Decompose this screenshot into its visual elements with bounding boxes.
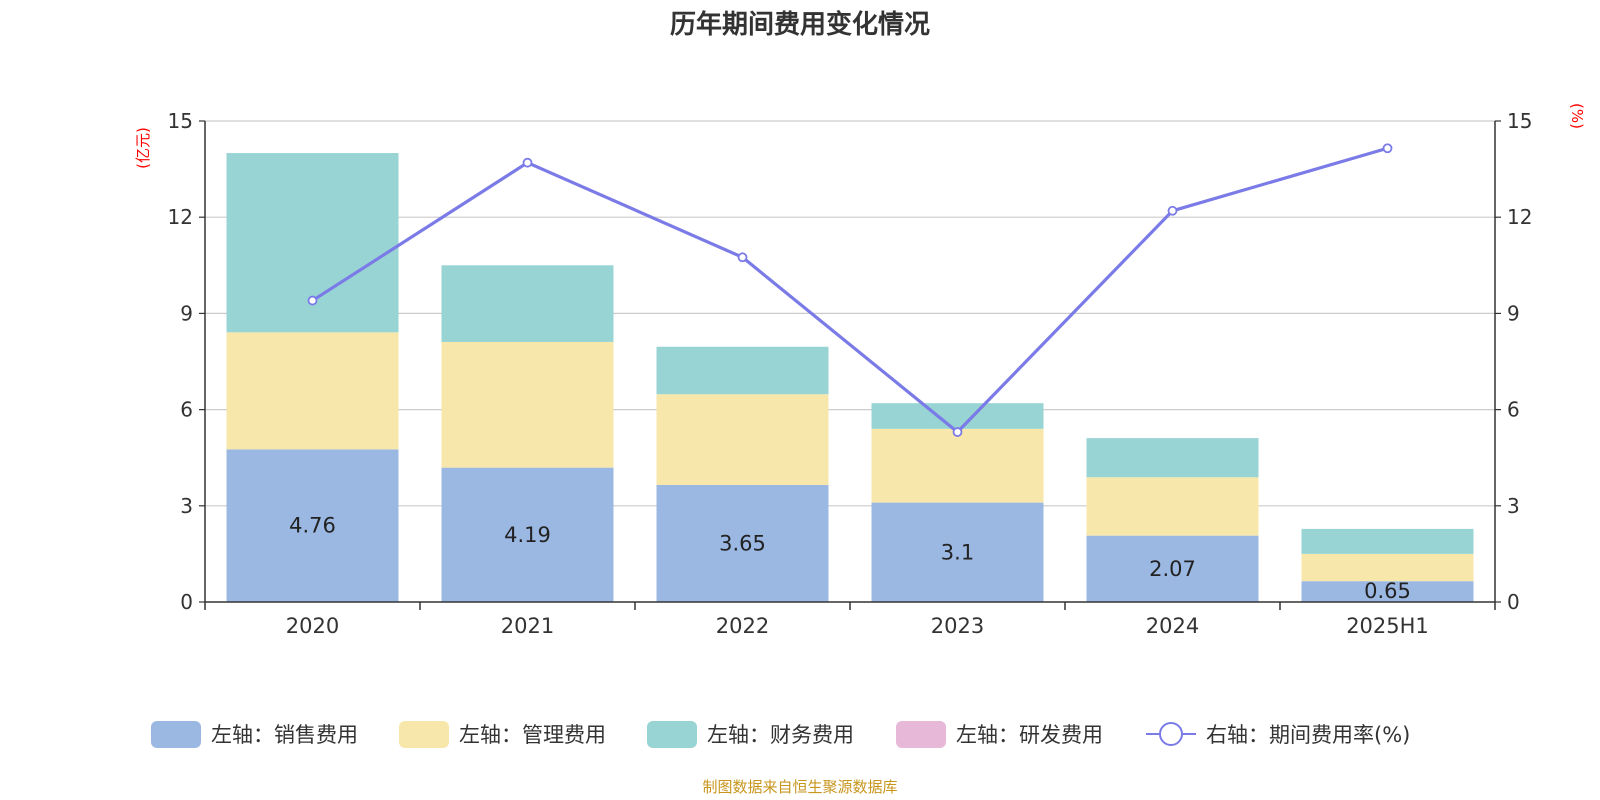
right-tick-label: 15 xyxy=(1507,109,1532,133)
right-axis-unit: (%) xyxy=(1568,103,1586,129)
left-tick-label: 15 xyxy=(168,109,193,133)
data-label: 3.65 xyxy=(719,531,766,555)
bar-segment xyxy=(871,403,1044,429)
legend-label: 左轴：管理费用 xyxy=(459,723,606,747)
left-tick-label: 12 xyxy=(168,205,193,229)
legend-swatch xyxy=(399,721,449,748)
legend-swatch xyxy=(151,721,201,748)
right-tick-label: 3 xyxy=(1507,494,1520,518)
bar-segment xyxy=(1301,528,1474,554)
rate-line xyxy=(307,143,1393,437)
bar-segment xyxy=(226,332,399,450)
rate-point xyxy=(1382,143,1393,154)
bar-segment xyxy=(1086,535,1259,602)
rate-point xyxy=(737,252,748,263)
bar-segment xyxy=(656,394,829,485)
legend-label: 右轴：期间费用率(%) xyxy=(1206,723,1410,747)
rate-point xyxy=(952,427,963,437)
gridlines xyxy=(205,120,1495,507)
legend: 左轴：销售费用 左轴：管理费用 左轴：财务费用 左轴：研发费用 右轴：期间费用率(%) xyxy=(151,721,1410,748)
x-tick-label: 2020 xyxy=(286,614,339,638)
right-tick-label: 12 xyxy=(1507,205,1532,229)
bar-segment xyxy=(871,502,1044,602)
left-tick-label: 0 xyxy=(180,590,193,614)
bar-segment xyxy=(1301,553,1474,582)
bar-segment xyxy=(1086,438,1259,478)
chart-title: 历年期间费用变化情况 xyxy=(670,9,930,40)
legend-label: 左轴：财务费用 xyxy=(707,723,854,747)
bar-segment xyxy=(656,346,829,395)
x-tick-label: 2023 xyxy=(931,614,984,638)
bar-segment xyxy=(1086,477,1259,536)
legend-swatch xyxy=(896,721,946,748)
bars: 4.76 4.19 3.65 3.1 2.07 0.65 xyxy=(226,153,1474,603)
right-tick-label: 0 xyxy=(1507,590,1520,614)
legend-swatch xyxy=(647,721,697,748)
bar-segment xyxy=(656,484,829,602)
left-tick-label: 9 xyxy=(180,301,193,325)
data-label: 3.1 xyxy=(941,540,974,564)
x-tick-label: 2025H1 xyxy=(1346,614,1429,638)
bar-segment xyxy=(441,467,614,602)
data-label: 2.07 xyxy=(1149,557,1196,581)
data-label: 4.76 xyxy=(289,514,336,538)
left-axis-unit: (亿元) xyxy=(134,127,152,169)
bar-segment xyxy=(226,449,399,602)
x-tick-label: 2021 xyxy=(501,614,554,638)
data-label: 0.65 xyxy=(1364,579,1411,603)
legend-marker xyxy=(1159,722,1183,746)
rate-point xyxy=(307,295,318,306)
rate-line-path xyxy=(311,146,1388,435)
data-label: 4.19 xyxy=(504,523,551,547)
rate-point xyxy=(1167,205,1178,216)
rate-point xyxy=(522,157,533,168)
bar-segment xyxy=(871,428,1044,503)
x-tick-label: 2022 xyxy=(716,614,769,638)
right-tick-label: 9 xyxy=(1507,301,1520,325)
left-tick-label: 3 xyxy=(180,494,193,518)
axes: 0 3 6 9 12 15 0 3 6 9 12 15 2020 2021 2022 2023 2024 2025… xyxy=(168,109,1533,638)
legend-label: 左轴：研发费用 xyxy=(956,723,1103,747)
bar-segment xyxy=(1301,581,1474,602)
right-tick-label: 6 xyxy=(1507,398,1520,422)
bar-segment xyxy=(441,265,614,342)
left-tick-label: 6 xyxy=(180,398,193,422)
data-source: 制图数据来自恒生聚源数据库 xyxy=(702,778,897,796)
x-tick-label: 2024 xyxy=(1146,614,1199,638)
bar-segment xyxy=(441,341,614,468)
legend-label: 左轴：销售费用 xyxy=(211,723,358,747)
